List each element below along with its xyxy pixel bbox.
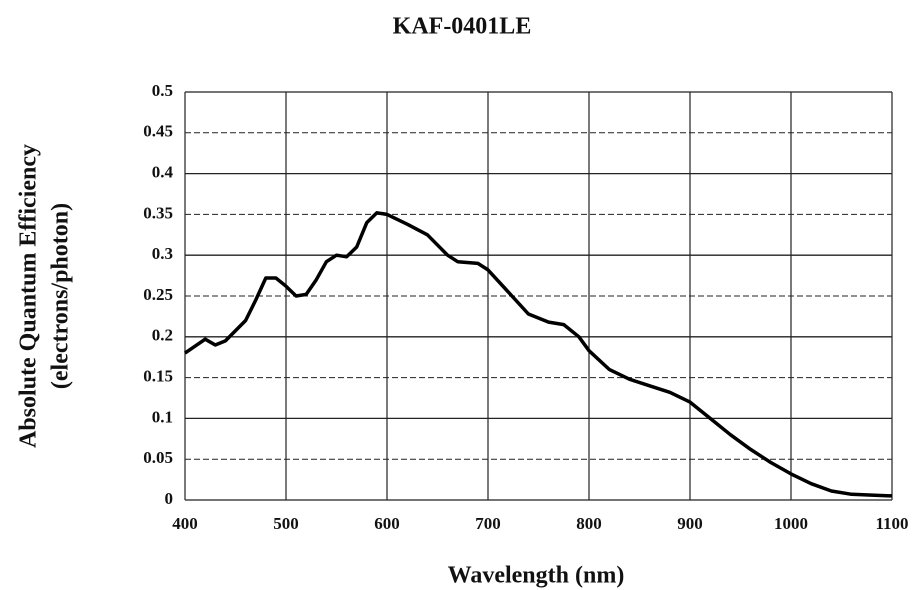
y-axis-label: Absolute Quantum Efficiency (electrons/p… <box>16 144 74 448</box>
x-axis-label: Wavelength (nm) <box>448 563 625 589</box>
y-tick-label: 0 <box>165 489 174 508</box>
y-tick-label: 0.1 <box>152 407 173 426</box>
y-tick-label: 0.2 <box>152 326 173 345</box>
y-tick-label: 0.45 <box>143 122 173 141</box>
y-tick-label: 0.05 <box>143 448 173 467</box>
x-tick-label: 700 <box>475 514 501 533</box>
y-tick-label: 0.5 <box>152 81 173 100</box>
chart-title: KAF-0401LE <box>393 14 532 40</box>
x-tick-label: 1000 <box>774 514 808 533</box>
y-tick-label: 0.4 <box>152 163 174 182</box>
x-tick-label: 600 <box>374 514 400 533</box>
y-axis-label-line: (electrons/photon) <box>48 203 74 389</box>
data-line <box>184 211 893 498</box>
y-tick-label: 0.35 <box>143 203 173 222</box>
x-tick-label: 800 <box>576 514 602 533</box>
y-tick-label: 0.3 <box>152 244 173 263</box>
y-tick-label: 0.15 <box>143 367 173 386</box>
x-tick-label: 900 <box>677 514 703 533</box>
x-tick-label: 1100 <box>875 514 908 533</box>
y-tick-label: 0.25 <box>143 285 173 304</box>
x-tick-label: 500 <box>273 514 299 533</box>
y-axis-label-line: Absolute Quantum Efficiency <box>16 144 42 448</box>
x-tick-label: 400 <box>172 514 198 533</box>
